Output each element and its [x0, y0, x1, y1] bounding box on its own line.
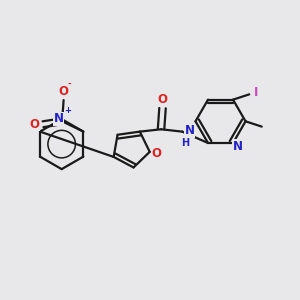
Text: O: O: [158, 93, 167, 106]
Text: O: O: [151, 147, 161, 160]
Text: N: N: [184, 124, 195, 137]
Text: N: N: [54, 112, 64, 125]
Text: O: O: [58, 85, 69, 98]
Text: O: O: [30, 118, 40, 131]
Text: H: H: [181, 138, 189, 148]
Text: I: I: [254, 86, 258, 99]
Text: +: +: [64, 106, 71, 116]
Text: -: -: [67, 80, 71, 89]
Text: N: N: [232, 140, 242, 153]
